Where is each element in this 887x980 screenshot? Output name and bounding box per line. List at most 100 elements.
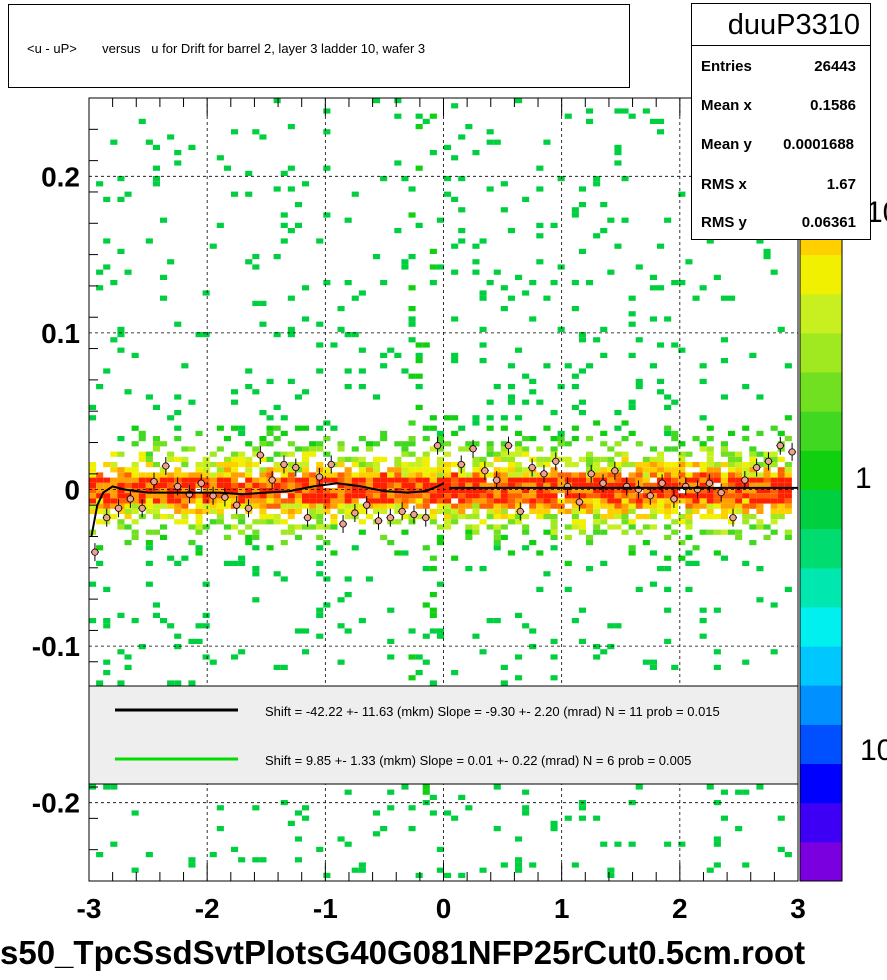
heat-cell [557,482,565,488]
heat-cell [380,498,388,504]
heat-cell [110,514,118,520]
heat-cell [472,462,480,468]
heat-cell [500,207,508,213]
heat-cell [557,441,565,447]
heat-cell [507,467,515,473]
heat-cell [259,482,267,488]
heat-cell [131,472,139,478]
heat-cell [649,472,657,478]
heat-cell [202,524,210,530]
heat-cell [266,441,274,447]
heat-cell [735,451,743,457]
heat-cell [145,488,153,494]
heat-cell [713,800,721,806]
profile-point [339,520,347,528]
heat-cell [699,498,707,504]
heat-cell [536,498,544,504]
heat-cell [735,462,743,468]
heat-cell [259,441,267,447]
heat-cell [543,493,551,499]
heat-cell [493,269,501,275]
heat-cell [699,467,707,473]
heat-cell [536,186,544,192]
heat-cell [373,441,381,447]
heat-cell [231,456,239,462]
heat-cell [408,462,416,468]
heat-cell [507,482,515,488]
heat-cell [117,176,125,182]
heat-cell [628,545,636,551]
heat-cell [706,488,714,494]
profile-point [114,504,123,512]
heat-cell [543,462,551,468]
heat-cell [358,862,366,868]
heat-cell [692,498,700,504]
heat-cell [273,332,281,338]
heat-cell [415,384,423,390]
heat-cell [593,456,601,462]
heat-cell [316,503,324,509]
heat-cell [358,436,366,442]
heat-cell [678,841,686,847]
heat-cell [472,269,480,275]
heat-cell [337,456,345,462]
heat-cell [550,524,558,530]
heat-cell [664,467,672,473]
heat-cell [578,519,586,525]
heat-cell [593,176,601,182]
heat-cell [685,488,693,494]
heat-cell [316,545,324,551]
heat-cell [692,493,700,499]
heat-cell [245,482,253,488]
heat-cell [536,165,544,171]
heat-cell [259,519,267,525]
heat-cell [507,295,515,301]
heat-cell [578,477,586,483]
heat-cell [749,540,757,546]
heat-cell [614,503,622,509]
heat-cell [507,519,515,525]
y-tick-label: -0.1 [32,631,80,662]
heat-cell [515,415,523,421]
heat-cell [515,836,523,842]
heat-cell [287,524,295,530]
heat-cell [202,462,210,468]
heat-cell [614,441,622,447]
heat-cell [777,456,785,462]
heat-cell [493,618,501,624]
heat-cell [401,176,409,182]
heat-cell [486,488,494,494]
heat-cell [472,482,480,488]
heat-cell [493,540,501,546]
heat-cell [231,654,239,660]
profile-point [599,479,607,487]
heat-cell [586,467,594,473]
heat-cell [642,514,650,520]
heat-cell [415,670,423,676]
heat-cell [713,503,721,509]
heat-cell [309,503,317,509]
heat-cell [685,477,693,483]
heat-cell [607,269,615,275]
heat-cell [571,436,579,442]
heat-cell [699,378,707,384]
heat-cell [152,446,160,452]
heat-cell [145,503,153,509]
heat-cell [770,456,778,462]
profile-point [670,495,678,503]
heat-cell [777,488,785,494]
heat-cell [174,560,182,566]
heat-cell [323,212,331,218]
heat-cell [138,456,146,462]
heat-cell [777,503,785,509]
heat-cell [110,462,118,468]
heat-cell [621,456,629,462]
heat-cell [138,430,146,436]
heat-cell [621,108,629,114]
heat-cell [649,524,657,530]
heat-cell [507,384,515,390]
heat-cell [316,534,324,540]
heat-cell [536,488,544,494]
heat-cell [160,477,168,483]
heat-cell [231,524,239,530]
